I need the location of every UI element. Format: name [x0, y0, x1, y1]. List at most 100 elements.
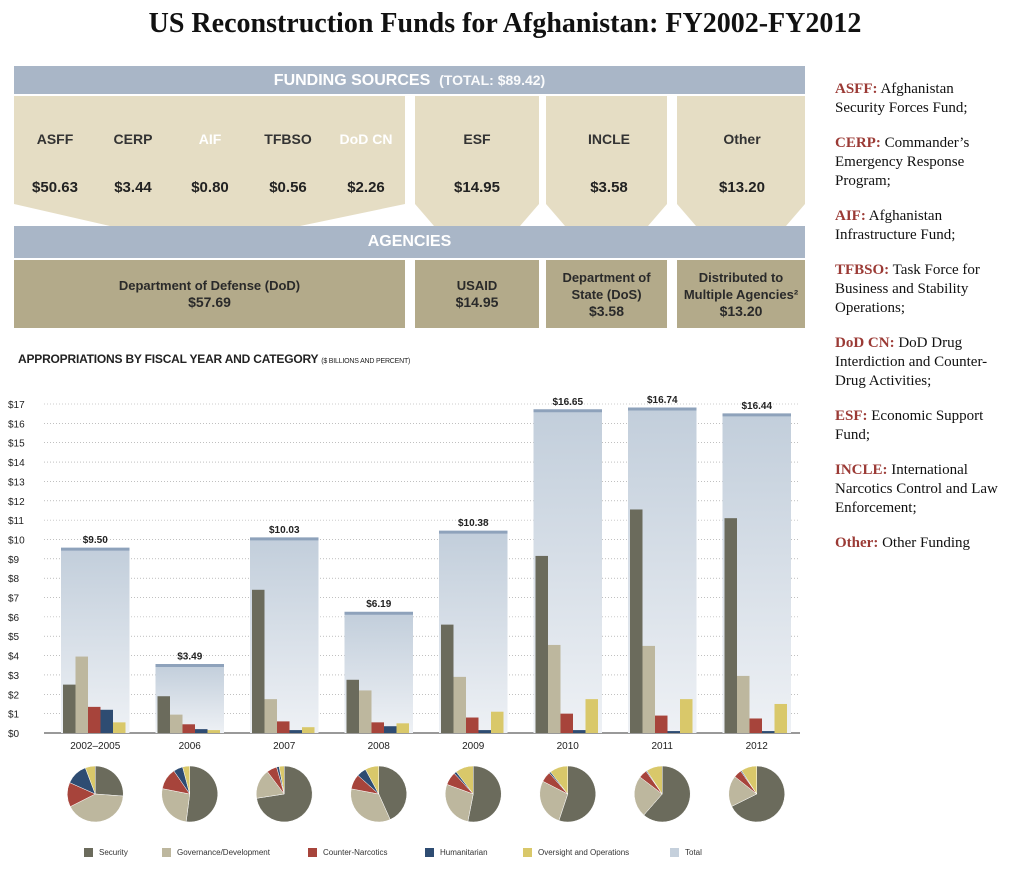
legend-swatch — [523, 848, 532, 857]
source-oval-incle: INCLE — [588, 131, 630, 147]
definition-dodcn: DoD CN: DoD Drug Interdiction and Counte… — [835, 335, 988, 389]
legend-swatch — [162, 848, 171, 857]
pie-slice — [646, 765, 663, 795]
legend-counter-narcotics: Counter-Narcotics — [308, 848, 387, 857]
y-tick-label: $10 — [8, 535, 25, 546]
bar — [195, 729, 208, 733]
y-tick-label: $13 — [8, 477, 25, 488]
bar — [585, 699, 598, 733]
definition-incle: INCLE: International Narcotics Control a… — [835, 462, 998, 516]
bar — [548, 644, 561, 733]
funnel-usaid — [415, 204, 539, 226]
definition-tfbso: TFBSO: Task Force for Business and Stabi… — [835, 262, 980, 316]
pie-slice — [558, 765, 596, 823]
pie-slice — [467, 765, 502, 823]
source-amount-incle: $3.58 — [590, 179, 628, 196]
source-oval-aif: AIF — [198, 131, 222, 147]
bar — [466, 717, 479, 733]
y-tick-label: $17 — [8, 400, 25, 411]
pie-slice — [69, 793, 124, 823]
pie-slice — [161, 788, 191, 823]
x-tick-label: 2007 — [273, 741, 296, 752]
bar — [453, 676, 466, 733]
bar — [371, 722, 384, 733]
bar — [441, 624, 454, 733]
bar — [724, 518, 737, 733]
funnel-other — [677, 204, 805, 226]
pie-slice — [378, 765, 407, 820]
pie-slice — [731, 765, 785, 823]
bar — [749, 718, 762, 733]
bar — [113, 722, 126, 733]
funding-sources-header: FUNDING SOURCES (TOTAL: $89.42) — [14, 66, 805, 94]
pie-slice — [550, 765, 568, 795]
pie-slice — [85, 765, 96, 795]
agencies-header: AGENCIES — [14, 226, 805, 258]
source-oval-tfbso: TFBSO — [264, 131, 312, 147]
bar — [346, 679, 359, 733]
bar — [384, 726, 397, 733]
pie-slice — [95, 765, 124, 797]
y-tick-label: $6 — [8, 613, 20, 624]
source-oval-esf: ESF — [463, 131, 491, 147]
pie-slice — [445, 784, 474, 822]
y-tick-label: $16 — [8, 419, 25, 430]
bar — [100, 709, 113, 733]
bar — [396, 723, 409, 733]
legend-humanitarian: Humanitarian — [425, 848, 488, 857]
source-amount-tfbso: $0.56 — [269, 179, 307, 196]
bar — [264, 699, 277, 733]
agency-usaid: USAID $14.95 — [415, 260, 539, 328]
bar — [762, 731, 775, 733]
usaid-sources-box — [415, 96, 539, 204]
source-oval-dodcn: DoD CN — [339, 131, 393, 147]
definition-other: Other: Other Funding — [835, 535, 970, 551]
y-tick-label: $4 — [8, 652, 20, 663]
other-sources-box — [677, 96, 805, 204]
agency-multiple: Distributed to Multiple Agencies² $13.20 — [677, 260, 805, 328]
source-amount-aif: $0.80 — [191, 179, 229, 196]
dod-sources-box — [14, 96, 405, 204]
bar — [252, 589, 265, 733]
x-tick-label: 2008 — [368, 741, 391, 752]
bar — [359, 690, 372, 733]
legend-swatch — [425, 848, 434, 857]
bar — [88, 706, 101, 733]
funding-total: (TOTAL: $89.42) — [439, 72, 546, 88]
bar — [63, 684, 76, 733]
pie-slice — [741, 765, 757, 795]
bar — [774, 703, 787, 733]
source-oval-cerp: CERP — [113, 131, 153, 147]
legend-security: Security — [84, 848, 128, 857]
appropriations-chart: $0 $1 $2 $3 $4 $5 $6 $7 $8 $9 $10 $11 $12 $13 $14 $15 $1… — [8, 395, 800, 823]
y-tick-label: $2 — [8, 690, 20, 701]
source-amount-cerp: $3.44 — [114, 179, 152, 196]
definition-esf: ESF: Economic Support Fund; — [835, 408, 984, 443]
source-oval-other: Other — [723, 131, 761, 147]
x-tick-label: 2012 — [746, 741, 769, 752]
total-label: $6.19 — [366, 599, 391, 610]
source-amount-dodcn: $2.26 — [347, 179, 385, 196]
x-tick-label: 2011 — [651, 741, 673, 752]
bar — [573, 730, 586, 733]
pie-slice — [539, 780, 569, 821]
y-tick-label: $15 — [8, 439, 25, 450]
x-tick-label: 2009 — [462, 741, 485, 752]
bar — [207, 730, 220, 733]
total-label: $16.65 — [552, 397, 583, 408]
bar — [667, 731, 680, 733]
pie-slice — [350, 788, 391, 823]
bar — [560, 713, 573, 733]
y-tick-label: $5 — [8, 632, 20, 643]
source-oval-asff: ASFF — [36, 131, 74, 147]
source-amount-asff: $50.63 — [32, 179, 78, 196]
funnel-connectors — [14, 204, 805, 226]
pie-slice — [455, 765, 474, 795]
bar — [302, 727, 315, 733]
bar — [737, 675, 750, 733]
pie-slice — [278, 765, 285, 795]
chart-title: APPROPRIATIONS BY FISCAL YEAR AND CATEGO… — [18, 352, 411, 366]
legend-swatch — [308, 848, 317, 857]
funding-sources-label: FUNDING SOURCES — [273, 72, 431, 89]
bar — [491, 711, 504, 733]
